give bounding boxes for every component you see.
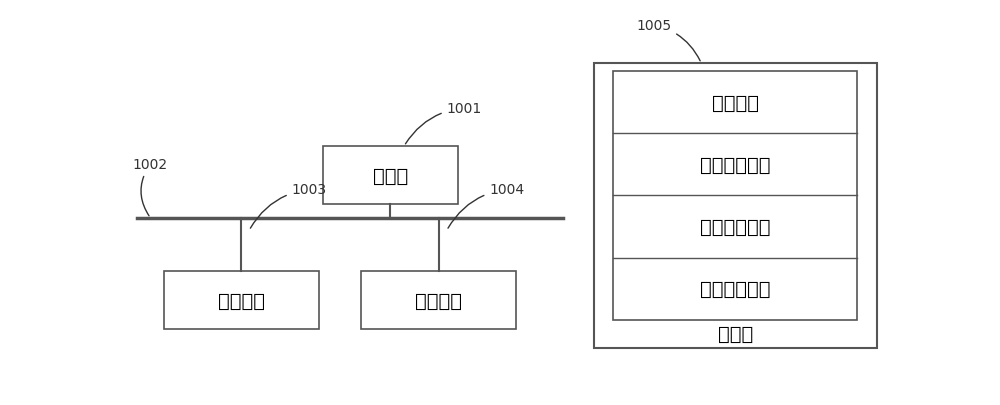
Text: 网络通信模块: 网络通信模块 xyxy=(700,156,771,175)
Text: 操作系统: 操作系统 xyxy=(712,94,759,113)
Text: 输入端口: 输入端口 xyxy=(218,291,265,310)
Text: 1005: 1005 xyxy=(636,19,700,62)
Text: 应用程序模块: 应用程序模块 xyxy=(700,217,771,237)
Bar xyxy=(164,272,319,329)
Text: 1002: 1002 xyxy=(133,158,168,216)
Bar xyxy=(613,72,857,320)
Text: 1004: 1004 xyxy=(448,183,524,229)
Bar xyxy=(323,147,458,205)
Text: 处理器: 处理器 xyxy=(373,166,408,185)
Text: 输出端口: 输出端口 xyxy=(415,291,462,310)
Text: 存储器: 存储器 xyxy=(718,324,753,343)
Text: 模型复用程序: 模型复用程序 xyxy=(700,279,771,298)
Bar xyxy=(594,64,877,348)
Text: 1003: 1003 xyxy=(250,183,327,229)
Bar xyxy=(361,272,516,329)
Text: 1001: 1001 xyxy=(405,102,482,145)
